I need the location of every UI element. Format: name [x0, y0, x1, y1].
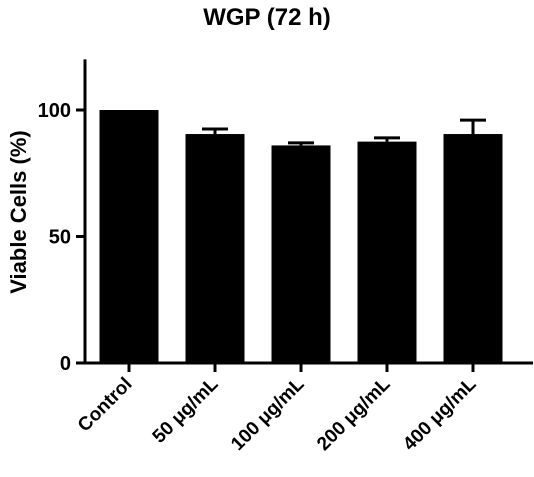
bar: [99, 110, 159, 363]
x-tick-label: 400 μg/mL: [399, 373, 481, 455]
bar: [185, 134, 245, 363]
y-tick-label: 0: [60, 353, 71, 375]
bar: [271, 145, 331, 363]
error-bars-group: [202, 118, 486, 146]
x-tick-label: 50 μg/mL: [149, 373, 223, 447]
y-tick-label: 100: [38, 100, 71, 122]
y-axis-label: Viable Cells (%): [6, 130, 31, 293]
y-ticks-group: 0 50 100: [38, 100, 85, 375]
y-tick-label: 50: [49, 227, 71, 249]
x-ticks-group: Control 50 μg/mL 100 μg/mL 200 μg/mL 400 μg/…: [74, 363, 481, 455]
x-tick-label: 200 μg/mL: [313, 373, 395, 455]
x-tick-label: 100 μg/mL: [227, 373, 309, 455]
bars-group: [99, 110, 503, 363]
x-tick-label: Control: [74, 374, 137, 437]
bar: [443, 134, 503, 363]
bar: [357, 141, 417, 363]
chart-title: WGP (72 h): [203, 4, 331, 31]
